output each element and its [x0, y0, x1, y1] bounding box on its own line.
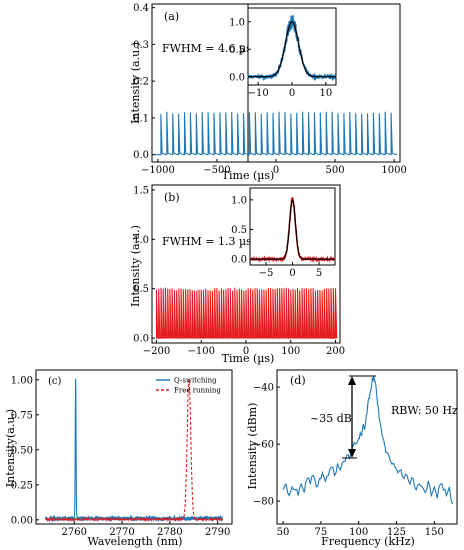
panel-d-label: (d) [290, 374, 306, 387]
panel-d-ytick-label: −80 [253, 497, 274, 508]
panel-a-xlabel: Time (µs) [222, 169, 275, 182]
panel-d-plot: 50 75 100 125 150 −80 −60 −40 [253, 369, 458, 538]
panel-a-ytick-label: 0.3 [133, 40, 149, 51]
panel-c-ytick-label: 0.00 [11, 515, 33, 526]
panel-d-xtick-label: 75 [314, 527, 327, 538]
panel-c-xtick-label: 2780 [157, 527, 182, 538]
panel-c-axes-frame [35, 369, 233, 525]
panel-b-label: (b) [164, 191, 180, 204]
panel-b-ytick-label: 1.5 [133, 185, 149, 196]
panel-a-inset-ytick-label: 1.0 [229, 17, 245, 28]
panel-d-arrow [342, 375, 376, 459]
panel-b-pulse-train [155, 287, 338, 339]
panel-d-xtick-label: 100 [349, 527, 368, 538]
panel-b-xtick-label: 0 [243, 346, 249, 357]
panel-d-xtick-label: 125 [387, 527, 406, 538]
panel-c: 2760 2770 2780 2790 0.00 0.25 0.50 0.75 1.00 (c)… [4, 369, 233, 548]
panel-a-inset: −10 0 10 0.0 0.5 1.0 [229, 7, 337, 99]
panel-b-xlabel: Time (µs) [222, 352, 275, 365]
panel-a-pulse-train [155, 111, 398, 156]
panel-d-xtick-label: 150 [425, 527, 444, 538]
panel-a-xtick-label: 1000 [381, 165, 406, 176]
panel-a-ytick-label: 0.0 [133, 150, 149, 161]
panel-b-inset-gaussian-fit [250, 198, 335, 260]
panel-a-inset-ytick-label: 0.5 [229, 45, 245, 56]
panel-c-legend: Q-switching Free running [156, 377, 221, 395]
panel-b-inset: −5 0 5 0.0 0.5 1.0 [231, 187, 336, 279]
panel-b-xtick-label: −100 [188, 346, 215, 357]
panel-c-ytick-label: 0.25 [11, 480, 33, 491]
panel-a-xtick-label: 0 [273, 165, 279, 176]
panel-c-series-q-switching [45, 378, 223, 523]
panel-c-ylabel: Intensity(a.u.) [4, 409, 17, 487]
panel-d-ylabel: Intensity (dBm) [246, 403, 259, 490]
panel-a: −1000 −500 0 500 1000 0.0 0.1 0.2 0.3 0.4 (a) FWH… [129, 3, 407, 182]
panel-b-inset-ytick-label: 0.5 [231, 225, 247, 236]
panel-b-inset-ytick-label: 0.0 [231, 255, 247, 266]
panel-b-xtick-label: −200 [143, 346, 170, 357]
panel-b-plot: −200 −100 0 100 200 0.0 0.5 1.0 1.5 [133, 184, 345, 357]
panel-a-inset-xtick-label: −10 [248, 88, 269, 99]
panel-c-xtick-label: 2770 [109, 527, 134, 538]
panel-a-inset-ytick-label: 0.0 [229, 72, 245, 83]
panel-a-inset-xtick-label: 0 [289, 88, 295, 99]
panel-a-plot: −1000 −500 0 500 1000 0.0 0.1 0.2 0.3 0.4 [133, 3, 407, 176]
panel-c-ytick-label: 0.50 [11, 445, 33, 456]
panel-b-ytick-label: 1.0 [133, 235, 149, 246]
panel-c-series-free-running [45, 378, 223, 523]
panel-d-xlabel: Frequency (kHz) [321, 535, 415, 548]
legend-label-q-switching: Q-switching [174, 377, 217, 385]
panel-a-annotation: FWHM = 4.6 µs [162, 42, 252, 55]
panel-b-annotation: FWHM = 1.3 µs [162, 235, 252, 248]
panel-b-inset-xtick-label: 5 [316, 268, 322, 279]
panel-d: 50 75 100 125 150 −80 −60 −40 (d) ~35 dB RBW: 5… [246, 369, 458, 548]
panel-b-inset-xtick-label: −5 [259, 268, 274, 279]
panel-d-spectrum [282, 375, 454, 505]
panel-a-ytick-label: 0.4 [133, 3, 149, 14]
panel-d-axes-frame [276, 369, 458, 525]
panel-a-xtick-label: −1000 [141, 165, 175, 176]
panel-a-xtick-label: 500 [326, 165, 345, 176]
legend-label-free-running: Free running [174, 387, 221, 395]
panel-a-inset-xtick-label: 10 [319, 88, 332, 99]
panel-a-label: (a) [164, 10, 179, 23]
panel-a-xtick-label: −500 [203, 165, 230, 176]
panel-a-ytick-label: 0.1 [133, 113, 149, 124]
panel-a-ylabel: Intensity (a.u.) [129, 42, 142, 124]
panel-d-xtick-label: 50 [277, 527, 290, 538]
panel-c-label: (c) [48, 376, 62, 387]
panel-c-plot: 2760 2770 2780 2790 0.00 0.25 0.50 0.75 1.00 [11, 369, 233, 538]
panel-b-ylabel: Intensity (a.u.) [129, 225, 142, 307]
panel-d-ytick-label: −60 [253, 440, 274, 451]
panel-b-inset-xtick-label: 0 [289, 268, 295, 279]
panel-b-ytick-label: 0.0 [133, 334, 149, 345]
panel-d-annotation-rbw: RBW: 50 Hz [391, 404, 458, 417]
arrow-head-up [348, 376, 356, 385]
arrow-head-down [348, 449, 356, 458]
panel-d-annotation-db: ~35 dB [310, 412, 352, 425]
panel-c-xlabel: Wavelength (nm) [88, 535, 183, 548]
panel-b-inset-ytick-label: 1.0 [231, 195, 247, 206]
panel-a-ytick-label: 0.2 [133, 77, 149, 88]
panel-b: −200 −100 0 100 200 0.0 0.5 1.0 1.5 (b) FWHM = 1… [129, 184, 345, 365]
panel-d-ytick-label: −40 [253, 383, 274, 394]
panel-c-ytick-label: 1.00 [11, 375, 33, 386]
panel-c-xtick-label: 2760 [62, 527, 87, 538]
panel-a-inset-gaussian-fit [248, 21, 336, 78]
panel-b-ytick-label: 0.5 [133, 284, 149, 295]
panel-b-xtick-label: 100 [281, 346, 300, 357]
panel-b-xtick-label: 200 [326, 346, 345, 357]
panel-c-ytick-label: 0.75 [11, 410, 33, 421]
panel-c-xtick-label: 2790 [205, 527, 230, 538]
